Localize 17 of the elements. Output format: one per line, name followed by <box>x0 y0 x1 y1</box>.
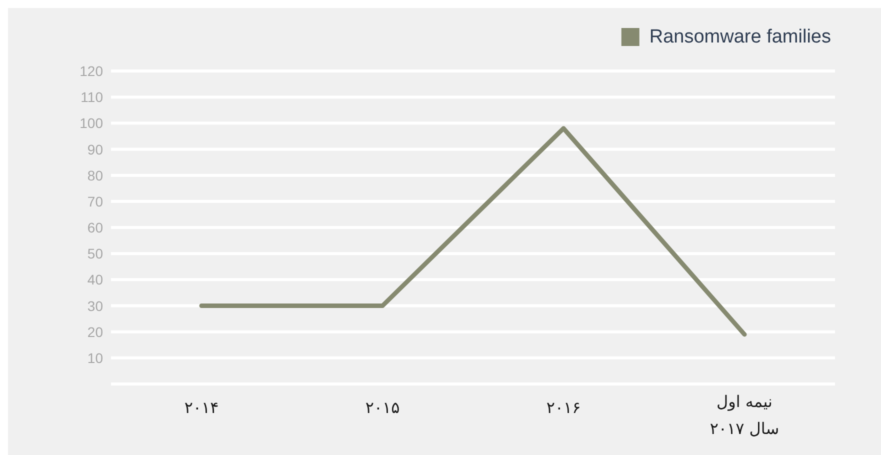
y-tick-label: 90 <box>87 141 104 158</box>
y-tick-label: 70 <box>87 193 104 210</box>
y-tick-label: 50 <box>87 246 104 262</box>
y-tick-label: 120 <box>80 63 104 79</box>
y-tick-label: 40 <box>87 272 104 288</box>
y-tick-label: 60 <box>87 220 104 236</box>
x-tick-label: ۲۰۱۶ <box>546 398 581 417</box>
y-tick-label: 80 <box>87 167 104 184</box>
y-tick-label: 10 <box>87 350 104 366</box>
x-tick-label: ۲۰۱۴ <box>184 398 219 417</box>
legend-label: Ransomware families <box>649 26 831 48</box>
y-tick-label: 30 <box>87 298 104 314</box>
y-tick-label: 110 <box>80 89 104 106</box>
y-tick-label: 20 <box>87 324 104 340</box>
y-tick-label: 100 <box>80 115 104 132</box>
x-tick-label: نیمه اول سال ۲۰۱۷ <box>710 392 780 438</box>
x-tick-label: ۲۰۱۵ <box>365 398 400 417</box>
